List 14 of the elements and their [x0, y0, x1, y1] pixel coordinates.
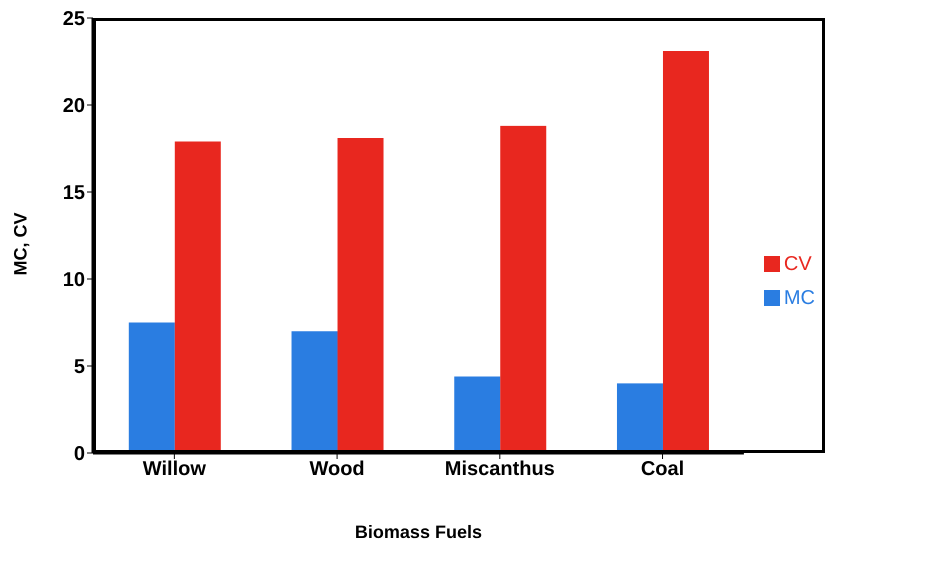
- y-tick-label: 5: [74, 356, 85, 378]
- x-axis-title: Biomass Fuels: [354, 522, 482, 542]
- y-tick-label: 20: [62, 95, 85, 118]
- y-axis-title: MC, CV: [10, 212, 30, 276]
- y-tick-label: 15: [62, 182, 85, 204]
- x-tick-label: Willow: [142, 458, 206, 480]
- y-tick-label: 10: [62, 269, 85, 292]
- x-tick-label: Miscanthus: [444, 458, 555, 480]
- legend-label: CV: [784, 252, 812, 274]
- x-tick-label: Wood: [310, 458, 365, 480]
- y-tick-label: 0: [74, 443, 85, 466]
- legend-label: MC: [784, 286, 815, 308]
- y-tick-label: 25: [62, 8, 85, 30]
- x-tick-label: Coal: [640, 458, 684, 480]
